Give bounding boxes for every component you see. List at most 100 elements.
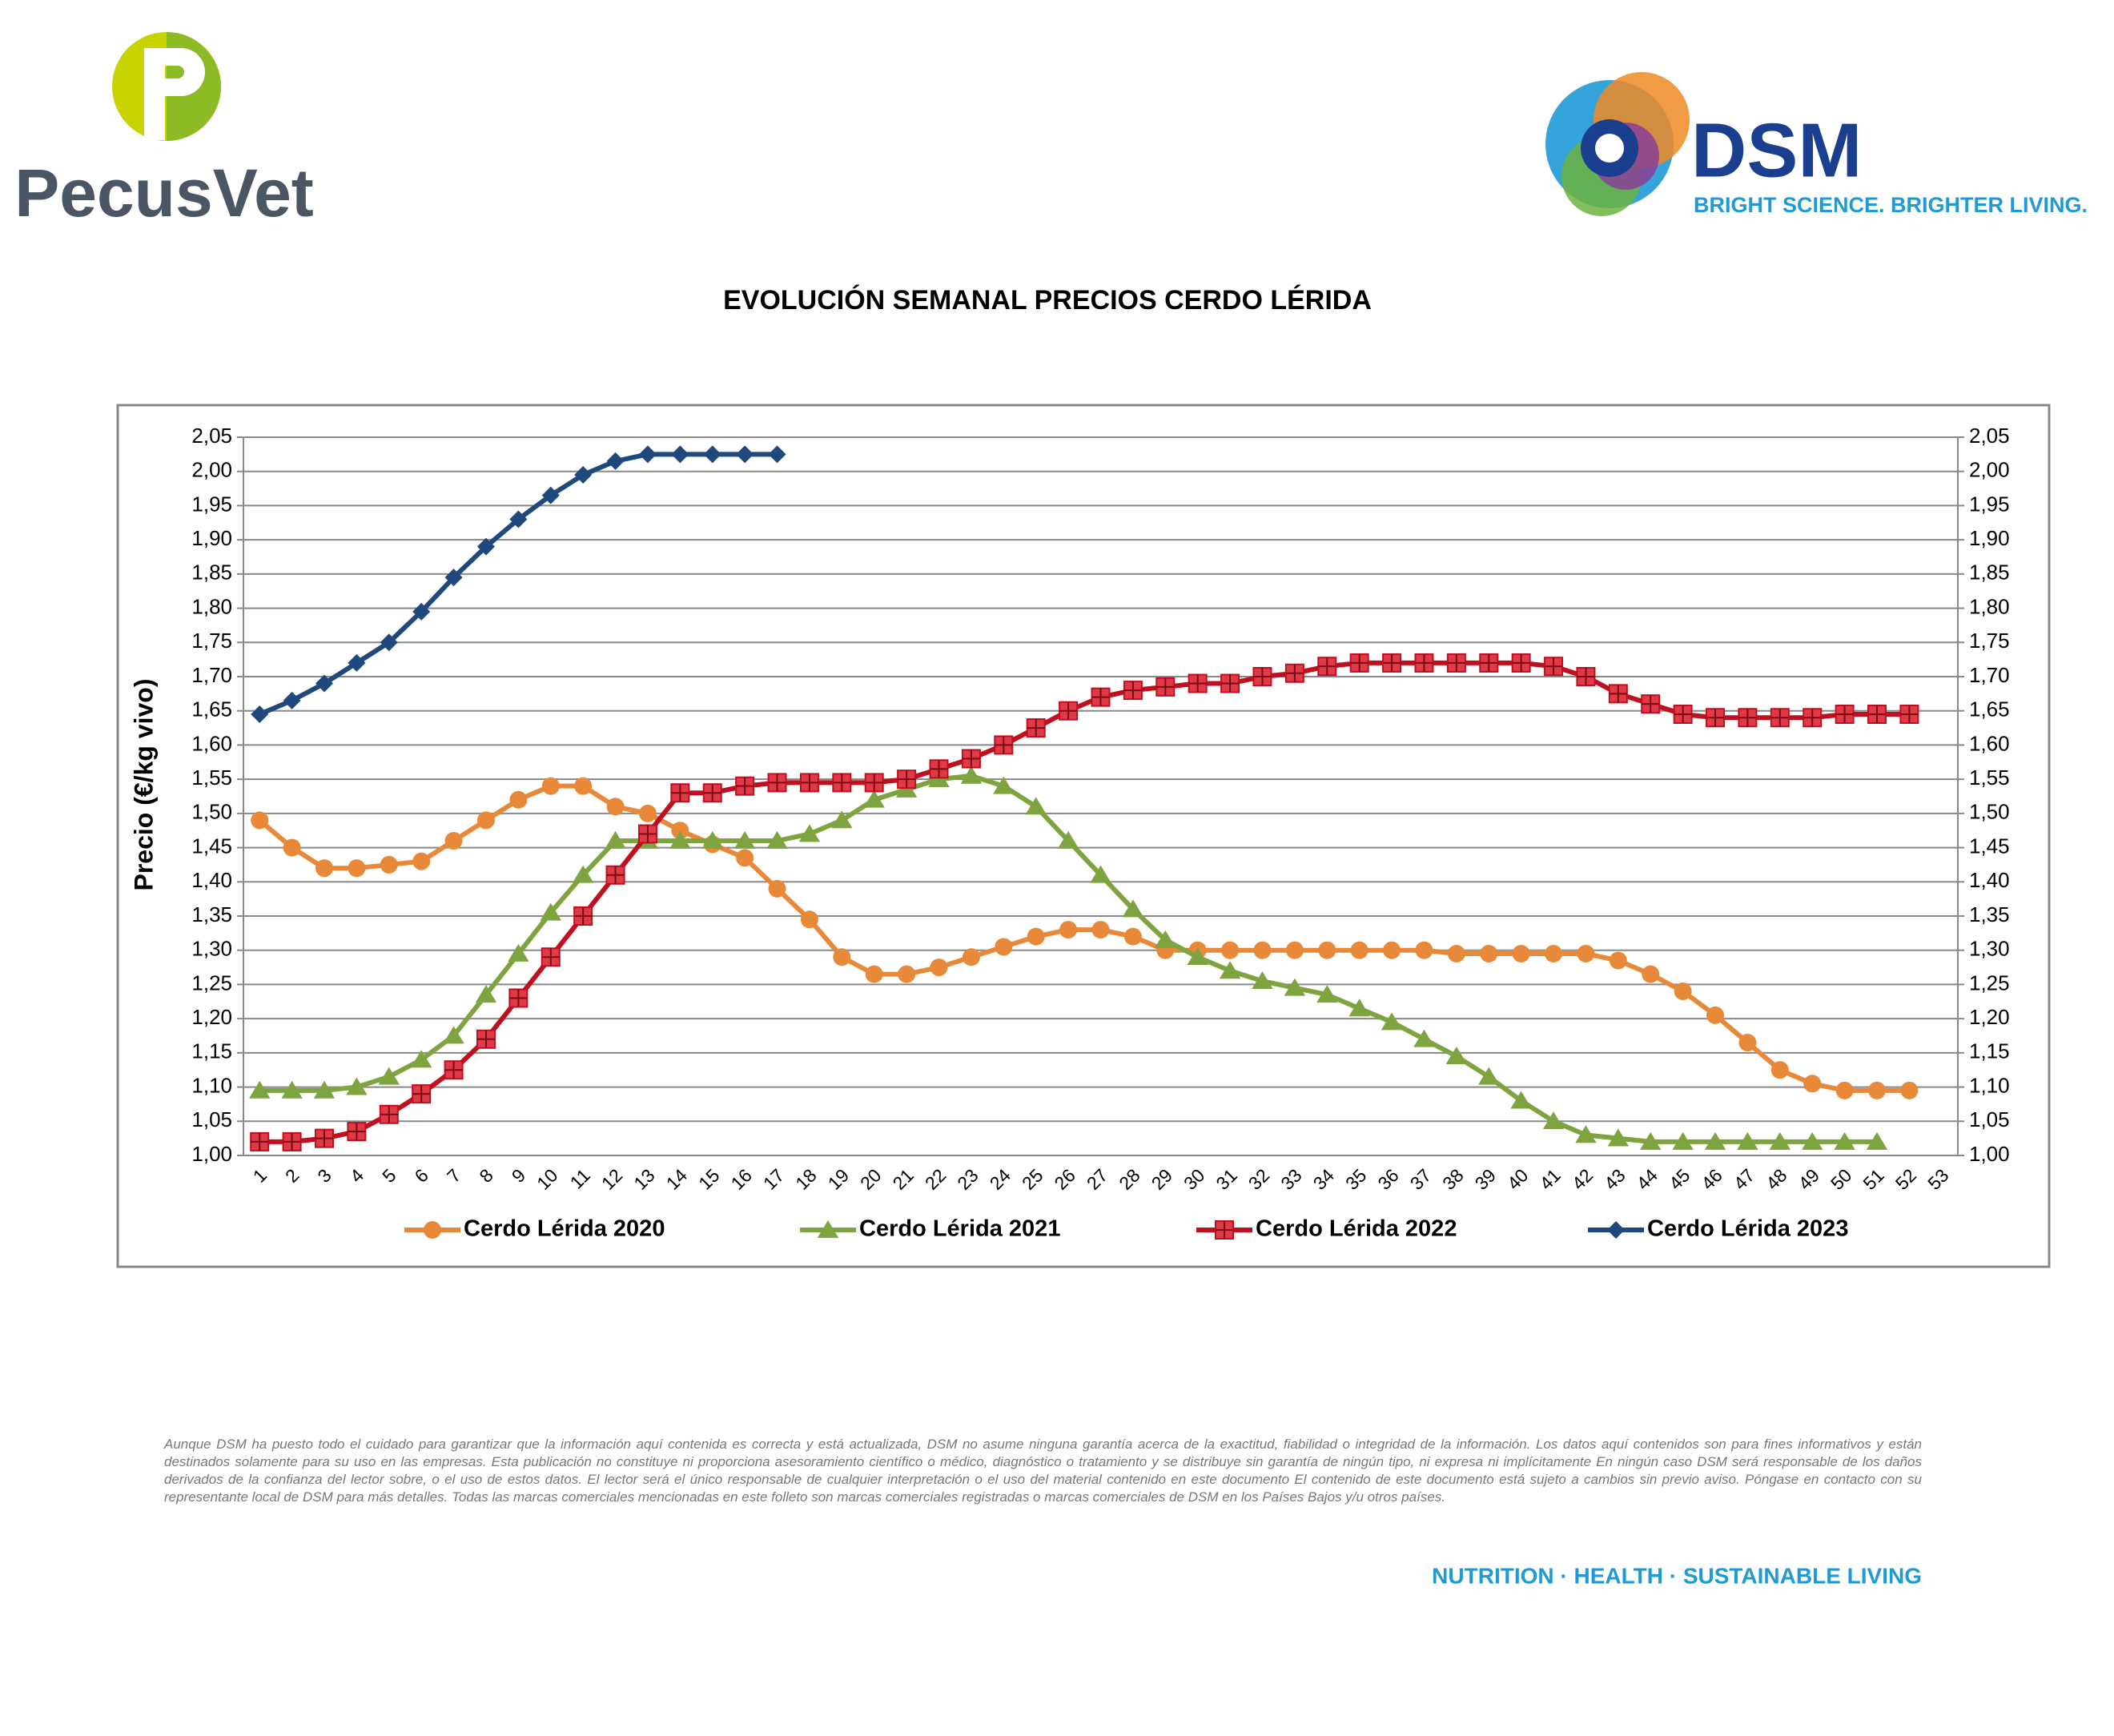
data-point (574, 777, 593, 795)
data-point (606, 452, 625, 470)
marker-cross (1253, 668, 1272, 685)
x-tick-label: 31 (1212, 1164, 1240, 1193)
marker-cross (1415, 653, 1433, 672)
disclaimer: Aunque DSM ha puesto todo el cuidado par… (164, 1437, 1922, 1505)
x-tick-label: 50 (1827, 1164, 1855, 1193)
marker-cross (1027, 719, 1045, 737)
data-point (346, 1077, 368, 1095)
data-point (671, 445, 689, 464)
data-point (444, 569, 463, 587)
data-point (1057, 830, 1079, 849)
data-point (1900, 1081, 1919, 1099)
data-point (800, 910, 818, 929)
data-point (1510, 1091, 1532, 1109)
data-point (1446, 653, 1466, 673)
data-point (443, 1026, 464, 1044)
x-tick-label: 11 (566, 1164, 594, 1192)
dsm-logo: DSM BRIGHT SCIENCE. BRIGHTER LIVING. (1545, 72, 2088, 217)
marker-cross (736, 777, 754, 795)
data-point (1318, 941, 1336, 959)
data-point (767, 773, 787, 793)
marker-cross (541, 948, 560, 966)
y-tick-label: 1,85 (191, 561, 232, 585)
y-tick-label: 1,80 (191, 594, 232, 618)
data-point (1607, 1221, 1625, 1239)
data-point (1091, 921, 1110, 939)
marker-cross (703, 784, 721, 802)
data-point (736, 445, 754, 464)
data-point (315, 674, 333, 693)
data-point (1835, 1081, 1854, 1099)
data-point (1188, 673, 1208, 693)
data-point (864, 773, 884, 793)
series (250, 653, 1919, 1151)
x-tick-label: 15 (694, 1164, 723, 1193)
y-tick-label: 1,75 (191, 629, 232, 653)
data-point (993, 776, 1015, 794)
y2-tick-label: 1,80 (1969, 594, 2010, 618)
data-point (282, 1131, 302, 1151)
data-point (476, 811, 495, 830)
marker-cross (962, 749, 980, 768)
data-point (1215, 1220, 1234, 1240)
marker-cross (380, 1105, 398, 1123)
data-point (703, 445, 721, 464)
marker-cross (1770, 709, 1789, 727)
logo-text: DSM (1691, 107, 1862, 193)
data-point (1770, 708, 1790, 728)
marker-cross (444, 1061, 463, 1079)
data-point (1348, 999, 1370, 1017)
data-point (1607, 1128, 1630, 1147)
y2-tick-label: 1,30 (1969, 937, 2010, 961)
marker-cross (606, 866, 625, 884)
x-tick-label: 12 (597, 1164, 626, 1193)
marker-cross (1059, 701, 1078, 720)
data-point (897, 770, 917, 790)
data-point (637, 824, 657, 844)
data-point (1706, 1006, 1725, 1024)
x-tick-label: 37 (1406, 1164, 1435, 1193)
data-point (348, 859, 366, 878)
y2-tick-label: 1,70 (1969, 663, 2010, 687)
data-point (930, 958, 948, 977)
y-tick-label: 1,40 (191, 868, 232, 892)
data-point (283, 691, 301, 709)
marker-cross (1609, 685, 1627, 703)
x-tick-label: 34 (1309, 1164, 1339, 1194)
marker-cross (1674, 705, 1692, 723)
marker-cross (1188, 674, 1207, 693)
x-tick-label: 4 (346, 1164, 368, 1187)
data-point (768, 445, 786, 464)
data-point (424, 1221, 441, 1239)
y-tick-label: 1,00 (191, 1142, 232, 1166)
data-point (1835, 704, 1855, 724)
marker-cross (1318, 657, 1336, 676)
series (251, 445, 786, 723)
data-point (1803, 708, 1823, 728)
series-line (258, 783, 1910, 1093)
data-point (605, 830, 626, 849)
marker-cross (315, 1129, 333, 1147)
marker-cross (1156, 677, 1175, 696)
data-point (1252, 971, 1273, 990)
data-point (1447, 944, 1465, 962)
y2-tick-label: 1,95 (1969, 492, 2010, 516)
marker-cross (1577, 668, 1595, 685)
marker-cross (1868, 705, 1887, 723)
data-point (605, 865, 625, 885)
marker-cross (671, 784, 689, 802)
y2-tick-label: 1,10 (1969, 1073, 2010, 1097)
data-point (572, 865, 594, 883)
data-point (1445, 1047, 1468, 1065)
data-point (898, 965, 916, 983)
marker-cross (1383, 653, 1401, 672)
data-point (410, 1050, 432, 1068)
data-point (1867, 704, 1887, 724)
data-point (475, 985, 497, 1003)
data-point (1577, 944, 1595, 962)
x-tick-label: 24 (986, 1164, 1015, 1194)
y2-tick-label: 1,65 (1969, 697, 2010, 721)
data-point (1284, 978, 1306, 996)
